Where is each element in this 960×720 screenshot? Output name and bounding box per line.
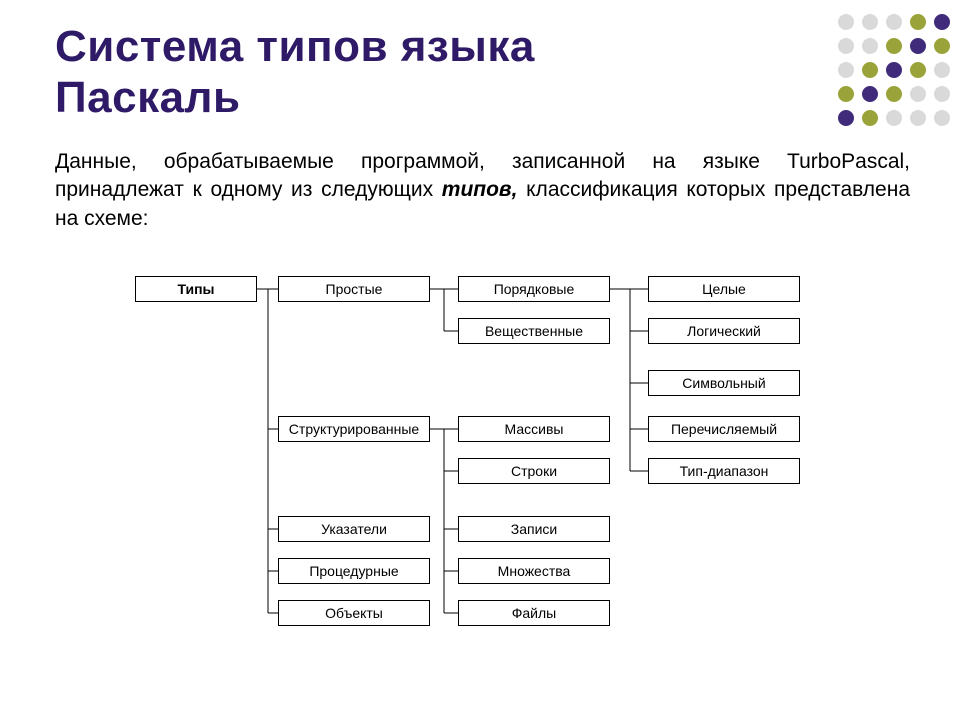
tree-node-sets: Множества	[458, 558, 610, 584]
tree-node-obj: Объекты	[278, 600, 430, 626]
tree-node-char: Символьный	[648, 370, 800, 396]
tree-node-ordinal: Порядковые	[458, 276, 610, 302]
tree-node-root: Типы	[135, 276, 257, 302]
tree-node-arrays: Массивы	[458, 416, 610, 442]
tree-node-bool: Логический	[648, 318, 800, 344]
tree-node-strings: Строки	[458, 458, 610, 484]
tree-node-enum: Перечисляемый	[648, 416, 800, 442]
tree-node-int: Целые	[648, 276, 800, 302]
tree-node-proc: Процедурные	[278, 558, 430, 584]
tree-node-range: Тип-диапазон	[648, 458, 800, 484]
tree-node-files: Файлы	[458, 600, 610, 626]
tree-node-simple: Простые	[278, 276, 430, 302]
tree-node-real: Вещественные	[458, 318, 610, 344]
tree-node-struct: Структурированные	[278, 416, 430, 442]
type-tree-diagram: Типы Простые Структурированные Указатели Про…	[0, 0, 960, 720]
tree-node-ptr: Указатели	[278, 516, 430, 542]
tree-node-records: Записи	[458, 516, 610, 542]
